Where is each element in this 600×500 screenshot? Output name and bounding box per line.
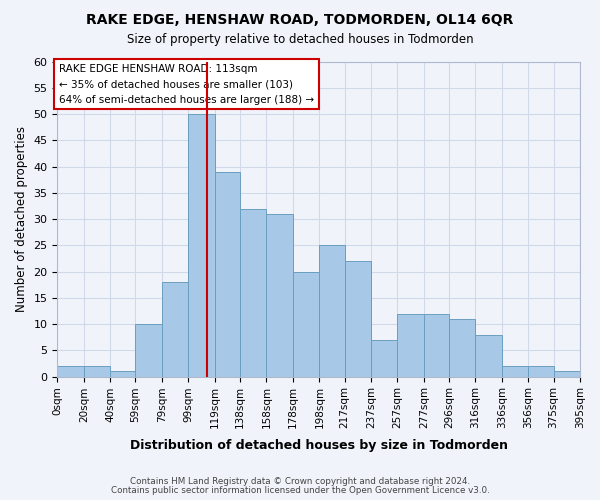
Bar — [240, 208, 266, 376]
Bar — [449, 319, 475, 376]
Bar — [424, 314, 449, 376]
Text: RAKE EDGE, HENSHAW ROAD, TODMORDEN, OL14 6QR: RAKE EDGE, HENSHAW ROAD, TODMORDEN, OL14… — [86, 12, 514, 26]
Bar — [215, 172, 240, 376]
Text: RAKE EDGE HENSHAW ROAD: 113sqm
← 35% of detached houses are smaller (103)
64% of: RAKE EDGE HENSHAW ROAD: 113sqm ← 35% of … — [59, 64, 314, 104]
Text: Contains public sector information licensed under the Open Government Licence v3: Contains public sector information licen… — [110, 486, 490, 495]
Text: Size of property relative to detached houses in Todmorden: Size of property relative to detached ho… — [127, 32, 473, 46]
Bar — [502, 366, 529, 376]
X-axis label: Distribution of detached houses by size in Todmorden: Distribution of detached houses by size … — [130, 440, 508, 452]
Y-axis label: Number of detached properties: Number of detached properties — [15, 126, 28, 312]
Bar — [475, 334, 502, 376]
Bar — [110, 372, 136, 376]
Bar — [344, 261, 371, 376]
Bar — [397, 314, 424, 376]
Bar — [529, 366, 554, 376]
Bar — [84, 366, 110, 376]
Bar — [293, 272, 319, 376]
Bar — [266, 214, 293, 376]
Bar — [162, 282, 188, 376]
Text: Contains HM Land Registry data © Crown copyright and database right 2024.: Contains HM Land Registry data © Crown c… — [130, 478, 470, 486]
Bar — [58, 366, 84, 376]
Bar — [554, 372, 580, 376]
Bar — [136, 324, 162, 376]
Bar — [371, 340, 397, 376]
Bar — [188, 114, 215, 376]
Bar — [319, 246, 344, 376]
